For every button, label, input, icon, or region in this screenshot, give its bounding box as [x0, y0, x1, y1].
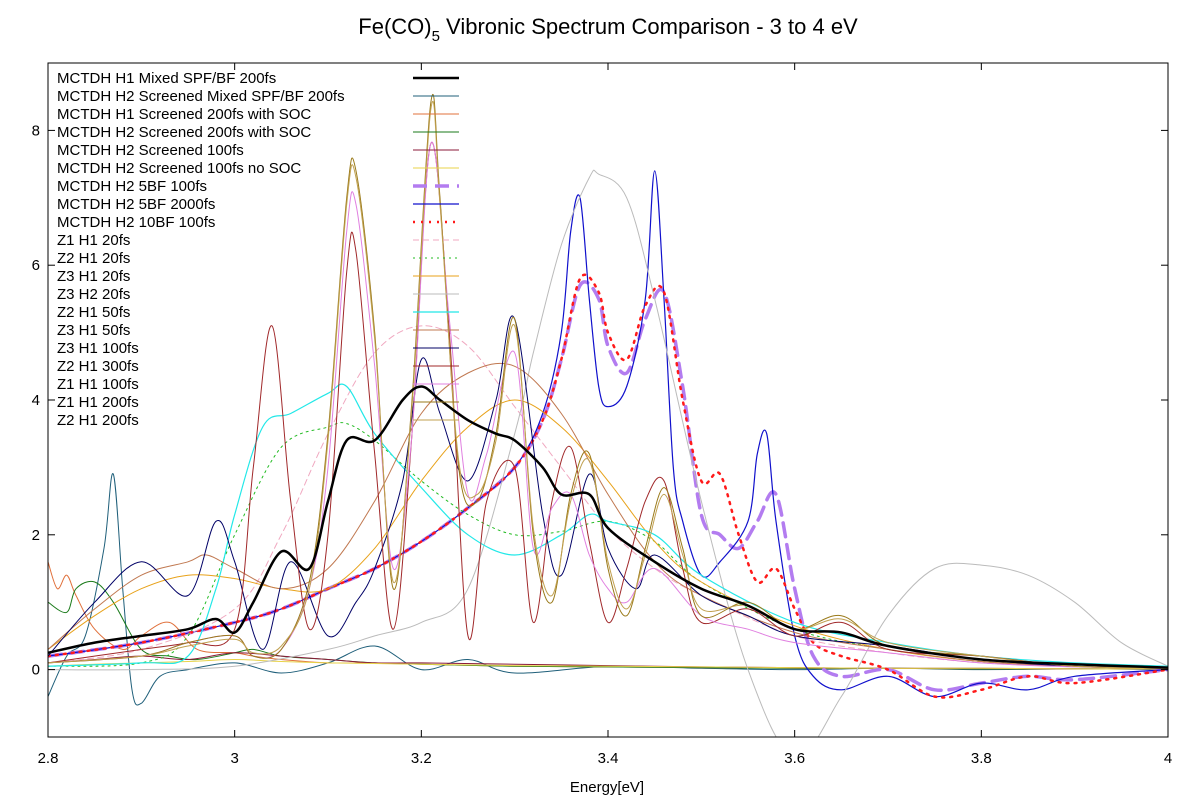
legend-label: Z3 H1 20fs [57, 268, 130, 285]
x-tick-label: 3.4 [598, 750, 619, 767]
legend-label: MCTDH H2 10BF 100fs [57, 214, 215, 231]
legend-label: MCTDH H2 Screened Mixed SPF/BF 200fs [57, 88, 345, 105]
legend-entry: Z2 H1 50fs [57, 304, 459, 321]
legend-label: Z2 H1 20fs [57, 250, 130, 267]
legend-label: Z3 H2 20fs [57, 286, 130, 303]
legend-entry: MCTDH H2 Screened 100fs [57, 142, 459, 159]
series-line-17 [48, 141, 1168, 669]
series-line-11 [48, 422, 1168, 669]
legend-entry: Z2 H1 200fs [57, 412, 459, 429]
series-line-1 [48, 385, 1168, 669]
legend-label: MCTDH H2 5BF 2000fs [57, 196, 215, 213]
legend-label: Z2 H1 200fs [57, 412, 139, 429]
legend-label: MCTDH H1 Screened 200fs with SOC [57, 106, 311, 123]
series-line-14 [48, 383, 1168, 667]
series-line-3 [48, 561, 1168, 670]
chart-title: Fe(CO)5 Vibronic Spectrum Comparison - 3… [358, 14, 858, 45]
legend-label: Z3 H1 100fs [57, 340, 139, 357]
series-line-20 [48, 101, 1168, 669]
x-tick-label: 4 [1164, 750, 1172, 767]
x-tick-label: 3.8 [971, 750, 992, 767]
series-line-7 [48, 280, 1168, 693]
series-line-19 [48, 94, 1168, 669]
legend-label: Z1 H1 20fs [57, 232, 130, 249]
legend-label: MCTDH H1 Mixed SPF/BF 200fs [57, 70, 276, 87]
legend-entry: Z3 H2 20fs [57, 286, 459, 303]
legend-label: MCTDH H2 Screened 200fs with SOC [57, 124, 311, 141]
y-tick-label: 6 [32, 257, 40, 274]
legend-label: MCTDH H2 5BF 100fs [57, 178, 207, 195]
x-tick-label: 3 [230, 750, 238, 767]
legend-entry: MCTDH H2 Screened 200fs with SOC [57, 124, 459, 141]
legend-entry: Z2 H1 20fs [57, 250, 459, 267]
legend-entry: MCTDH H1 Mixed SPF/BF 200fs [57, 70, 459, 87]
x-tick-label: 2.8 [38, 750, 59, 767]
legend-label: MCTDH H2 Screened 100fs [57, 142, 244, 159]
legend-label: Z1 H1 100fs [57, 376, 139, 393]
legend-entry: MCTDH H2 Screened Mixed SPF/BF 200fs [57, 88, 459, 105]
y-tick-label: 8 [32, 122, 40, 139]
legend-entry: MCTDH H2 10BF 100fs [57, 214, 459, 231]
legend-entry: Z1 H1 20fs [57, 232, 459, 249]
series-line-6 [48, 659, 1168, 670]
series-line-13 [48, 169, 1168, 737]
legend-entry: MCTDH H2 5BF 2000fs [57, 196, 459, 213]
series-line-16 [48, 315, 1168, 669]
legend-entry: MCTDH H2 5BF 100fs [57, 178, 459, 195]
legend-entry: Z3 H1 50fs [57, 322, 459, 339]
legend-entry: Z3 H1 100fs [57, 340, 459, 357]
series-line-9 [48, 273, 1168, 699]
legend-label: Z2 H1 300fs [57, 358, 139, 375]
series-layer [48, 94, 1168, 737]
y-tick-label: 2 [32, 527, 40, 544]
y-tick-label: 4 [32, 392, 40, 409]
series-line-2 [48, 473, 1168, 706]
legend-entry: Z3 H1 20fs [57, 268, 459, 285]
legend-label: Z1 H1 200fs [57, 394, 139, 411]
legend-entry: MCTDH H2 Screened 100fs no SOC [57, 160, 459, 177]
legend-entry: Z1 H1 100fs [57, 376, 459, 393]
legend-label: Z2 H1 50fs [57, 304, 130, 321]
x-tick-label: 3.6 [784, 750, 805, 767]
series-line-10 [48, 325, 1168, 669]
legend-entry: Z1 H1 200fs [57, 394, 459, 411]
legend-label: Z3 H1 50fs [57, 322, 130, 339]
legend-label: MCTDH H2 Screened 100fs no SOC [57, 160, 301, 177]
x-axis-label: Energy[eV] [570, 779, 644, 796]
legend-entry: MCTDH H1 Screened 200fs with SOC [57, 106, 459, 123]
legend-entry: Z2 H1 300fs [57, 358, 459, 375]
series-line-12 [48, 399, 1168, 669]
x-tick-label: 3.2 [411, 750, 432, 767]
series-line-4 [48, 580, 1168, 670]
y-tick-label: 0 [32, 662, 40, 679]
axes-layer: 2.8 3 3.2 3.4 3.6 3.8 4 0 2 4 6 8 [32, 62, 1172, 767]
